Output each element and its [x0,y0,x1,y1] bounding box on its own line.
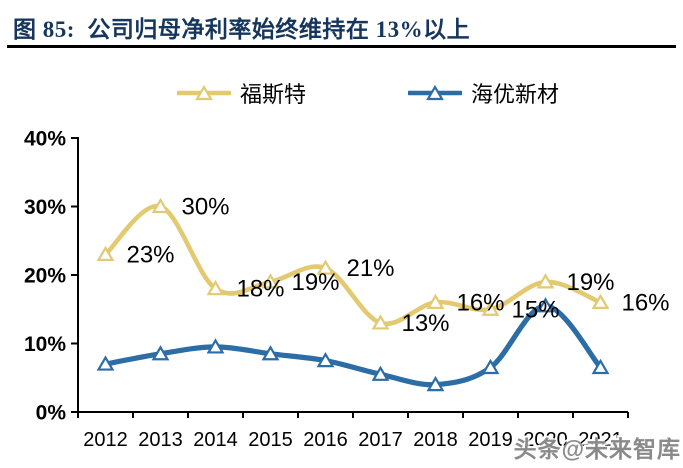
x-tick-label: 2019 [468,429,513,451]
legend-label-haiyou: 海优新材 [471,82,560,107]
data-point-marker-haiyou [426,375,445,392]
data-point-marker-haiyou [371,365,390,381]
legend-sample-svg [175,84,233,100]
watermark: 头条@未来智库 [513,436,681,462]
title-divider [7,45,676,48]
data-point-label: 16% [621,289,669,316]
data-point-marker-haiyou [316,351,335,368]
data-point-marker-foster [371,314,390,330]
data-point-marker-foster [261,273,280,289]
x-tick-label: 2020 [523,429,568,451]
data-point-marker-haiyou [481,358,500,375]
data-point-marker-haiyou [96,355,115,371]
legend-marker [426,84,444,100]
x-tick-label: 2015 [248,429,293,451]
foster-line-sample-icon [175,84,233,107]
x-tick-label: 2021 [578,429,623,451]
figure-title: 图 85: 公司归母净利率始终维持在 13%以上 [13,17,471,42]
legend-label-foster: 福斯特 [240,82,307,107]
data-point-marker-foster [206,280,225,296]
legend-sample-svg [406,84,464,100]
data-point-marker-haiyou [151,345,170,361]
data-point-label: 30% [181,194,229,221]
data-point-marker-foster [316,259,335,275]
data-point-label: 13% [401,310,449,337]
y-tick-label: 0% [36,402,67,425]
data-point-marker-foster [426,293,445,309]
data-point-marker-haiyou [536,297,555,313]
legend-marker [195,84,213,100]
legend-item-haiyou: 海优新材 [406,82,560,108]
data-point-label: 19% [566,269,614,296]
data-point-label: 21% [346,255,394,282]
data-point-marker-foster [151,197,170,214]
data-point-label: 15% [511,296,559,323]
x-tick-label: 2014 [193,429,238,451]
y-tick-label: 20% [24,265,66,288]
data-point-marker-foster [536,273,555,289]
data-point-marker-haiyou [591,358,610,375]
data-point-label: 16% [456,289,504,316]
legend-item-foster: 福斯特 [175,82,307,108]
haiyou-line-sample-icon [406,84,464,107]
series-line-foster [103,203,603,327]
data-point-marker-foster [481,300,500,316]
x-tick-label: 2017 [358,429,403,451]
x-tick-label: 2013 [138,429,183,451]
x-tick-label: 2012 [83,429,128,451]
data-point-marker-foster [591,293,610,309]
x-tick-label: 2018 [413,429,458,451]
x-tick-label: 2016 [303,429,348,451]
data-point-marker-haiyou [261,345,280,361]
data-point-marker-haiyou [206,338,225,354]
y-tick-label: 10% [24,333,66,356]
y-tick-label: 40% [24,128,66,151]
y-tick-label: 30% [24,196,66,219]
data-point-label: 23% [126,241,174,268]
data-point-label: 19% [291,269,339,296]
data-point-label: 18% [236,276,284,303]
series-line-haiyou [102,303,604,388]
data-point-marker-foster [96,245,115,262]
